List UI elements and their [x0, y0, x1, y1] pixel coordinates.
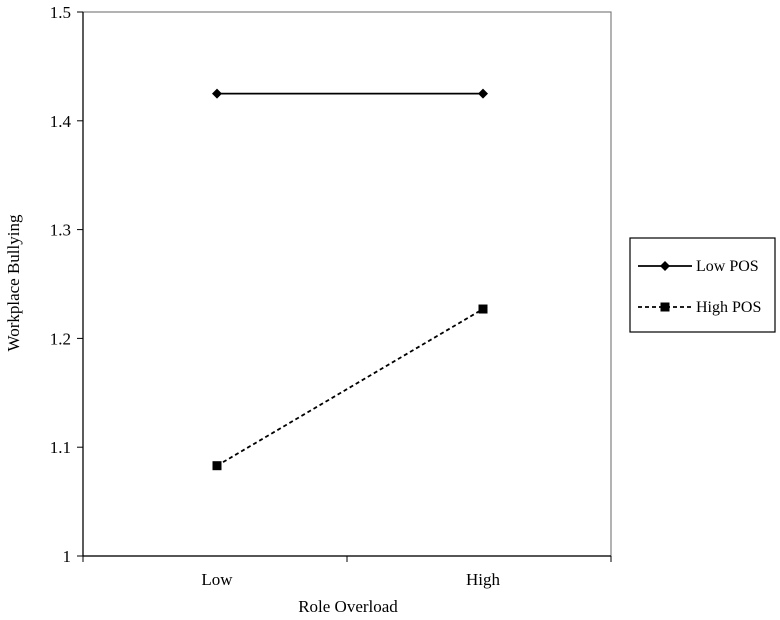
diamond-marker — [212, 88, 222, 99]
legend-diamond-marker — [660, 261, 670, 271]
y-axis-ticks: 1 1.1 1.2 1.3 1.4 1.5 — [50, 3, 83, 566]
square-marker — [478, 304, 488, 314]
x-tick-label-high: High — [466, 570, 501, 589]
y-tick-label: 1 — [63, 547, 72, 566]
series-layer — [212, 88, 488, 471]
x-axis-title: Role Overload — [298, 597, 398, 616]
y-axis-title: Workplace Bullying — [4, 214, 23, 351]
x-axis-ticks: Low High — [82, 556, 612, 589]
series-low-pos — [212, 88, 488, 99]
series-line — [216, 308, 484, 467]
legend-label: High POS — [696, 299, 761, 316]
diamond-marker — [478, 88, 488, 99]
y-tick-label: 1.4 — [50, 112, 72, 131]
legend-square-marker — [660, 302, 670, 312]
legend-item-high-pos: High POS — [638, 299, 761, 316]
y-tick-label: 1.5 — [50, 3, 71, 22]
legend-item-low-pos: Low POS — [638, 258, 759, 275]
y-tick-label: 1.3 — [50, 221, 71, 240]
y-tick-label: 1.1 — [50, 438, 71, 457]
y-tick-label: 1.2 — [50, 329, 71, 348]
x-tick-label-low: Low — [201, 570, 233, 589]
legend-box — [629, 237, 776, 333]
legend-label: Low POS — [696, 258, 759, 275]
legend: Low POS High POS — [629, 237, 776, 333]
square-marker — [212, 461, 222, 471]
series-high-pos — [212, 304, 488, 471]
